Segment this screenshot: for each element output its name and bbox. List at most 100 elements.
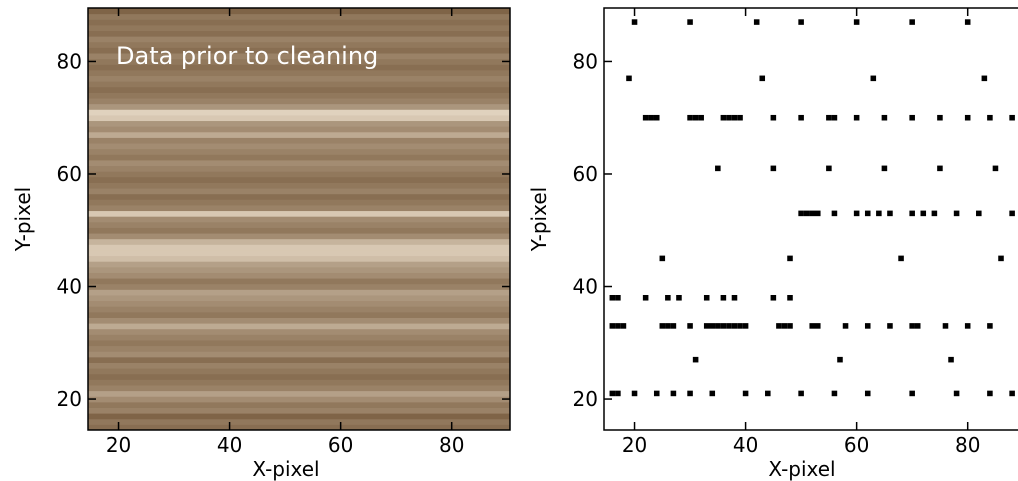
heat-row [88,384,510,392]
spike [703,294,710,301]
x-axis-label: X-pixel [252,457,319,481]
heat-row [88,244,510,251]
spike [826,114,832,121]
spike [720,114,727,121]
heat-row [88,351,510,358]
spike [881,165,888,172]
spike [659,255,666,262]
spike [937,165,943,172]
x-tick-label: 40 [217,433,242,457]
spike [687,323,693,329]
heat-row [88,368,510,375]
spike [726,114,732,121]
spike [698,114,704,121]
annotation: Spike locations [632,42,812,70]
heat-row [88,401,510,408]
heat-row [88,261,510,268]
spike [1009,210,1015,217]
spike [709,390,716,397]
spike [770,294,777,301]
heat-row [88,92,510,99]
spike [642,294,649,301]
spike [653,114,660,121]
spike [626,75,632,82]
heat-row [88,171,510,178]
spike [620,323,627,329]
heat-row [88,216,510,223]
heat-row [88,300,510,307]
spike [898,255,904,262]
spike [831,210,838,217]
spike [731,114,738,121]
spike [742,323,749,329]
spike [731,323,738,329]
heat-row [88,193,510,200]
heat-row [88,418,510,425]
heat-row [88,379,510,386]
spike [609,323,616,329]
spike [642,114,649,121]
heat-row [88,294,510,302]
annotation: Data prior to cleaning [116,42,378,70]
spike [837,356,843,363]
spike [631,19,638,25]
heat-row [88,311,510,318]
heat-row [88,131,510,138]
spike [881,114,888,121]
spike [826,165,832,172]
heat-row [88,86,510,93]
spike [787,323,793,329]
spike [909,323,915,329]
spike [998,255,1004,262]
heat-row [88,323,510,330]
heat-row [88,47,510,54]
spike [864,390,871,397]
heat-row [88,249,510,257]
heat-row [88,13,510,20]
heat-row [88,221,510,228]
spike [948,356,954,363]
heat-row [88,109,510,116]
spike [1009,114,1015,121]
spike [787,255,793,262]
spike [659,323,666,329]
x-tick-label: 60 [328,433,353,457]
spike [703,323,710,329]
spike [809,323,815,329]
spike [909,210,915,217]
heat-row [88,8,510,15]
y-tick-label: 20 [57,387,82,411]
heat-row [88,143,510,150]
heat-row [88,356,510,363]
spike [770,165,777,172]
spike [831,390,838,397]
heat-row [88,53,510,60]
y-tick-label: 60 [573,162,598,186]
heat-row [88,182,510,189]
heat-row [88,41,510,48]
spike [909,390,915,397]
spike [770,114,777,121]
spike [887,210,893,217]
heat-row [88,58,510,65]
spike [687,114,693,121]
heat-row [88,24,510,32]
x-tick-label: 80 [955,433,980,457]
frame [603,7,1018,431]
heat-row [88,30,510,37]
spike [987,390,993,397]
spike [964,114,971,121]
spike [781,323,788,329]
spike [937,114,943,121]
heat-row [88,317,510,324]
spike [720,323,727,329]
heat-row [88,64,510,71]
x-tick-label: 20 [622,433,647,457]
spike [920,210,927,217]
heat-row [88,75,510,82]
heat-row [88,396,510,403]
spike [992,165,999,172]
spike [1009,390,1015,397]
spike [731,294,738,301]
spike [653,390,660,397]
